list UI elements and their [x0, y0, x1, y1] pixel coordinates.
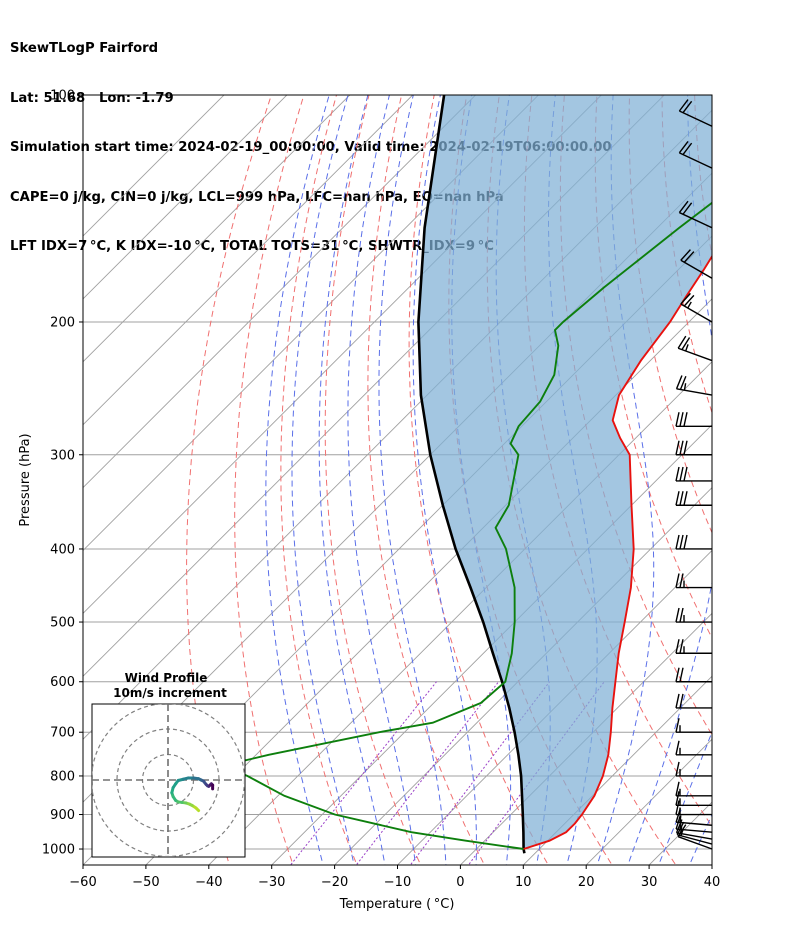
y-tick-label: 800 — [50, 769, 75, 784]
dry-adiabat-line — [280, 95, 358, 865]
wind-barb — [675, 808, 713, 826]
wind-barb — [678, 200, 713, 229]
y-tick-label: 900 — [50, 808, 75, 823]
wind-barbs — [675, 99, 713, 850]
wind-barb — [675, 639, 712, 654]
moist-adiabat-line — [596, 95, 655, 865]
isotherm-line — [83, 95, 351, 363]
hodograph-title: Wind Profile — [125, 671, 208, 685]
parcel-shading — [418, 95, 712, 849]
title-location: Lat: 51.68 Lon: -1.79 — [10, 90, 174, 106]
wind-barb — [675, 667, 712, 683]
moist-adiabat-line — [412, 95, 477, 865]
mixing-ratio-line — [355, 681, 499, 865]
dry-adiabat-line — [186, 95, 272, 865]
dry-adiabat-line — [790, 78, 794, 880]
moist-adiabat-line — [318, 95, 386, 865]
parcel-area — [418, 95, 712, 849]
y-tick-label: 700 — [50, 726, 75, 741]
dry-adiabat-line — [367, 95, 486, 865]
x-tick-label: 30 — [641, 875, 658, 890]
isotherm-line — [83, 95, 288, 300]
dry-adiabat-line — [758, 78, 794, 880]
x-tick-label: 40 — [704, 875, 721, 890]
y-tick-label: 100 — [50, 89, 75, 104]
isotherm-line — [83, 95, 477, 489]
wind-barb — [675, 573, 712, 589]
x-tick-label: 0 — [456, 875, 464, 890]
hodograph-ring — [92, 704, 245, 857]
moist-adiabat-line — [378, 95, 447, 865]
wind-barb — [675, 412, 712, 427]
parcel-line — [417, 95, 526, 854]
x-tick-label: −30 — [258, 875, 285, 890]
title-station: SkewTLogP Fairford — [10, 41, 159, 56]
x-tick-label: −40 — [195, 875, 222, 890]
x-tick-label: 20 — [578, 875, 595, 890]
wind-barb — [678, 99, 713, 127]
dry-adiabat-line — [726, 78, 794, 880]
y-tick-label: 500 — [50, 616, 75, 631]
y-tick-label: 300 — [50, 448, 75, 463]
moist-adiabat-line — [291, 95, 355, 865]
x-tick-label: −20 — [321, 875, 348, 890]
wind-barb — [678, 141, 713, 169]
y-tick-label: 200 — [50, 315, 75, 330]
hodograph-inset: Wind Profile 10m/s increment — [91, 671, 246, 858]
isotherm-line — [83, 95, 225, 237]
y-tick-label: 400 — [50, 542, 75, 557]
x-tick-label: 10 — [515, 875, 532, 890]
isotherm-line — [522, 675, 712, 865]
x-tick-label: −60 — [69, 875, 96, 890]
axes: −60 −50 −40 −30 −20 −10 0 10 20 30 40 100 200 300 400 5… — [42, 89, 720, 891]
wind-barb — [675, 740, 712, 756]
wind-barb — [675, 800, 712, 816]
wind-barb — [675, 375, 713, 396]
moist-adiabat-line — [713, 95, 794, 880]
wind-barb — [675, 491, 712, 506]
wind-barb — [675, 781, 712, 797]
isotherm-line — [83, 95, 414, 426]
wind-barb — [675, 693, 712, 709]
x-tick-label: −50 — [132, 875, 159, 890]
moist-adiabat-line — [451, 95, 512, 865]
x-tick-label: −10 — [384, 875, 411, 890]
mixing-ratio-line — [289, 681, 437, 865]
wind-barb — [675, 440, 712, 456]
y-tick-label: 600 — [50, 675, 75, 690]
wind-barb — [677, 335, 713, 362]
x-axis-label: Temperature ( °C) — [339, 897, 455, 912]
wind-barb — [675, 607, 712, 623]
y-tick-label: 1000 — [42, 843, 75, 858]
dry-adiabat-line — [523, 95, 712, 828]
wind-barb — [680, 292, 713, 323]
wind-barb — [675, 791, 712, 806]
isotherm-line — [585, 738, 712, 865]
temperature-line — [523, 254, 712, 850]
isotherm-line — [271, 424, 712, 865]
dry-adiabat-line — [559, 95, 712, 736]
wind-barb — [675, 466, 712, 482]
dry-adiabat-line — [324, 95, 422, 865]
wind-barb — [680, 249, 713, 279]
profile-lines — [220, 95, 712, 854]
wind-barb — [675, 718, 712, 733]
dewpoint-line — [220, 201, 712, 850]
moist-adiabat-line — [347, 95, 417, 865]
hodograph-subtitle: 10m/s increment — [113, 686, 227, 700]
mixing-ratio-line — [409, 681, 550, 865]
moist-adiabat-line — [265, 95, 330, 865]
wind-barb — [675, 534, 712, 550]
y-axis-label: Pressure (hPa) — [18, 433, 33, 526]
wind-barb — [675, 761, 712, 777]
isotherm-line — [333, 486, 712, 865]
